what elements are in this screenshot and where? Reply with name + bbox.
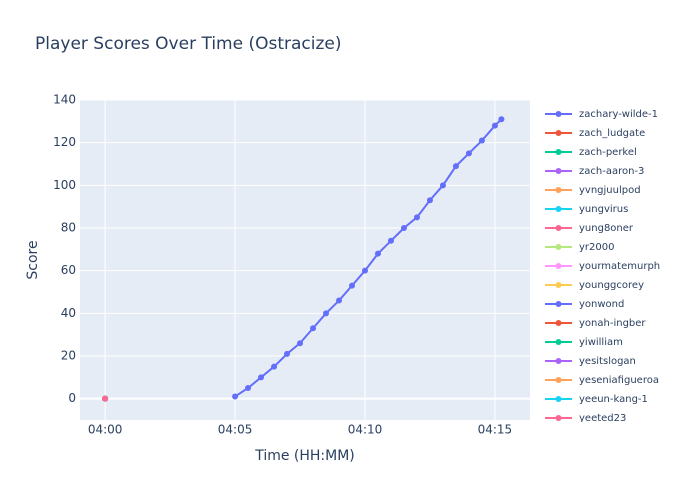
legend-marker xyxy=(555,168,562,174)
grid xyxy=(80,99,530,420)
legend-label: yiwilliam xyxy=(579,337,623,348)
y-tick-label: 20 xyxy=(61,349,76,363)
legend-marker xyxy=(555,130,562,136)
data-point xyxy=(426,197,433,204)
y-tick-label: 120 xyxy=(53,135,76,149)
data-point xyxy=(400,225,407,231)
legend-label: zach_ludgate xyxy=(579,128,645,139)
data-point xyxy=(374,250,381,257)
data-point xyxy=(498,116,505,123)
legend-marker xyxy=(555,415,562,421)
chart-title: Player Scores Over Time (Ostracize) xyxy=(35,34,342,54)
data-point xyxy=(491,122,498,129)
data-point xyxy=(258,374,265,381)
legend-marker xyxy=(555,396,562,402)
data-point xyxy=(348,282,355,289)
plot-area xyxy=(80,100,530,420)
data-point xyxy=(439,182,446,189)
legend-label: yonwond xyxy=(579,299,624,310)
legend-label: yesitslogan xyxy=(579,356,636,367)
legend-marker xyxy=(555,111,562,117)
data-point xyxy=(478,137,485,144)
legend-marker xyxy=(555,206,562,212)
y-axis-label: Score xyxy=(25,240,41,279)
legend: zachary-wilde-1 zach_ludgate zach-perkel za… xyxy=(545,109,660,424)
legend-label: yungvirus xyxy=(579,204,628,215)
y-tick-label: 140 xyxy=(53,93,76,107)
data-point xyxy=(413,214,420,221)
y-tick-label: 0 xyxy=(68,391,76,405)
legend-label: yung8oner xyxy=(579,223,634,234)
y-tick-label: 60 xyxy=(61,263,76,277)
legend-label: yvngjuulpod xyxy=(579,185,641,196)
legend-marker xyxy=(555,149,562,155)
data-point xyxy=(297,340,304,347)
x-tick-label: 04:10 xyxy=(348,423,383,437)
legend-marker xyxy=(555,301,562,307)
x-axis-label: Time (HH:MM) xyxy=(254,448,355,464)
legend-marker xyxy=(555,339,562,345)
data-point xyxy=(361,267,368,274)
x-tick-label: 04:15 xyxy=(478,423,513,437)
legend-label: yr2000 xyxy=(579,242,614,253)
legend-marker xyxy=(555,244,562,250)
legend-marker xyxy=(555,225,562,231)
data-point xyxy=(387,237,394,244)
legend-label: zach-perkel xyxy=(579,147,637,158)
data-point xyxy=(335,297,342,304)
data-point xyxy=(310,325,317,332)
legend-marker xyxy=(555,263,562,269)
plot xyxy=(102,116,505,402)
legend-label: yonah-ingber xyxy=(579,318,646,329)
data-point xyxy=(232,393,239,400)
y-tick-label: 100 xyxy=(53,178,76,192)
data-point xyxy=(465,150,472,157)
legend-label: yeeted23 xyxy=(579,413,626,424)
y-tick-label: 80 xyxy=(61,221,76,235)
legend-marker xyxy=(555,377,562,383)
x-tick-label: 04:05 xyxy=(218,423,253,437)
data-point xyxy=(271,363,278,370)
data-point xyxy=(323,310,330,317)
legend-label: zachary-wilde-1 xyxy=(579,109,658,120)
legend-label: younggcorey xyxy=(579,280,644,291)
legend-label: zach-aaron-3 xyxy=(579,166,644,177)
data-point xyxy=(245,385,252,391)
legend-label: yeseniafigueroa xyxy=(579,375,659,386)
data-point xyxy=(102,395,109,402)
legend-marker xyxy=(555,320,562,326)
series-line xyxy=(234,118,503,398)
data-point xyxy=(452,163,459,170)
legend-label: yeeun-kang-1 xyxy=(579,394,648,405)
legend-label: yourmatemurph xyxy=(579,261,660,272)
data-point xyxy=(284,350,291,357)
legend-marker xyxy=(555,282,562,288)
legend-marker xyxy=(555,358,562,364)
y-tick-label: 40 xyxy=(61,306,76,320)
legend-marker xyxy=(555,187,562,193)
x-tick-label: 04:00 xyxy=(88,423,123,437)
